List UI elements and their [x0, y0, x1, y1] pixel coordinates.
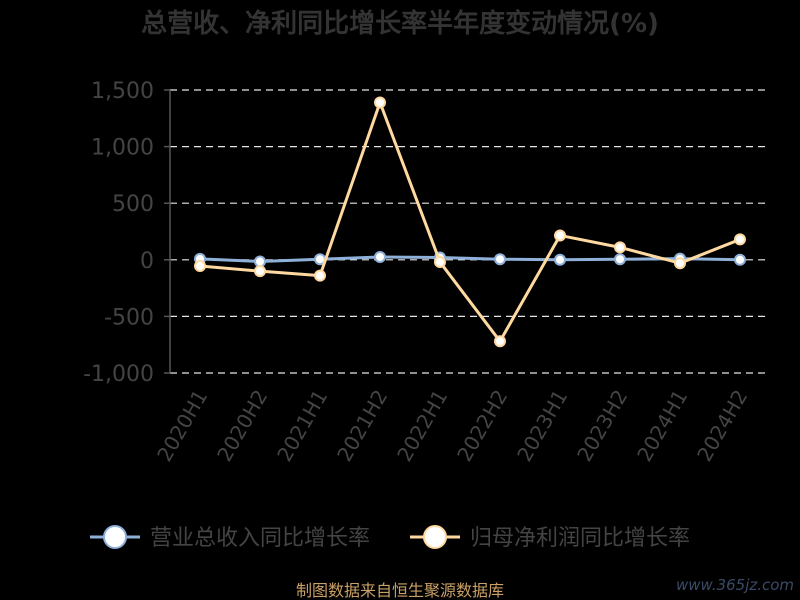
- data-point: [674, 257, 686, 270]
- data-point: [254, 265, 266, 278]
- data-point: [374, 250, 386, 263]
- data-point: [554, 253, 566, 266]
- y-axis-ticks: -1,000 -500 0 500 1,000 1,500: [83, 79, 170, 387]
- x-tick-label: 2022H1: [392, 386, 452, 466]
- legend-marker: [103, 525, 127, 549]
- x-tick-label: 2022H2: [452, 386, 512, 466]
- x-tick-label: 2024H2: [692, 386, 752, 466]
- series-line: [199, 255, 741, 263]
- y-tick-label: 1,500: [91, 79, 154, 104]
- series-lines: [194, 96, 746, 348]
- legend-marker: [423, 525, 447, 549]
- data-point: [614, 241, 626, 254]
- legend-label: 营业总收入同比增长率: [150, 526, 370, 551]
- x-tick-label: 2023H1: [512, 386, 572, 466]
- y-tick-label: 0: [140, 249, 154, 274]
- x-tick-label: 2020H1: [152, 386, 212, 466]
- x-axis-ticks: 2020H1 2020H2 2021H1 2021H2 2022H1 2022H2 2023…: [152, 386, 752, 466]
- data-point: [314, 269, 326, 282]
- y-tick-label: -500: [104, 305, 154, 330]
- data-point: [494, 335, 506, 348]
- chart-title: 总营收、净利同比增长率半年度变动情况(%): [141, 8, 659, 39]
- series-line: [199, 100, 741, 343]
- data-point: [374, 96, 386, 109]
- gridlines: [170, 89, 770, 374]
- data-point: [434, 256, 446, 269]
- x-tick-label: 2021H2: [332, 386, 392, 466]
- data-point: [494, 253, 506, 266]
- data-point: [734, 233, 746, 246]
- y-tick-label: 1,000: [91, 136, 154, 161]
- data-point: [254, 255, 266, 268]
- legend-label: 归母净利润同比增长率: [470, 526, 690, 551]
- x-tick-label: 2023H2: [572, 386, 632, 466]
- watermark: www.365jz.com: [676, 576, 794, 594]
- data-point: [734, 253, 746, 266]
- data-source: 制图数据来自恒生聚源数据库: [296, 581, 504, 600]
- data-point: [614, 253, 626, 266]
- data-point: [554, 229, 566, 242]
- data-point: [194, 260, 206, 273]
- x-tick-label: 2024H1: [632, 386, 692, 466]
- y-tick-label: -1,000: [83, 362, 154, 387]
- x-tick-label: 2021H1: [272, 386, 332, 466]
- y-tick-label: 500: [112, 192, 154, 217]
- legend: 营业总收入同比增长率 归母净利润同比增长率: [90, 525, 690, 551]
- x-tick-label: 2020H2: [212, 386, 272, 466]
